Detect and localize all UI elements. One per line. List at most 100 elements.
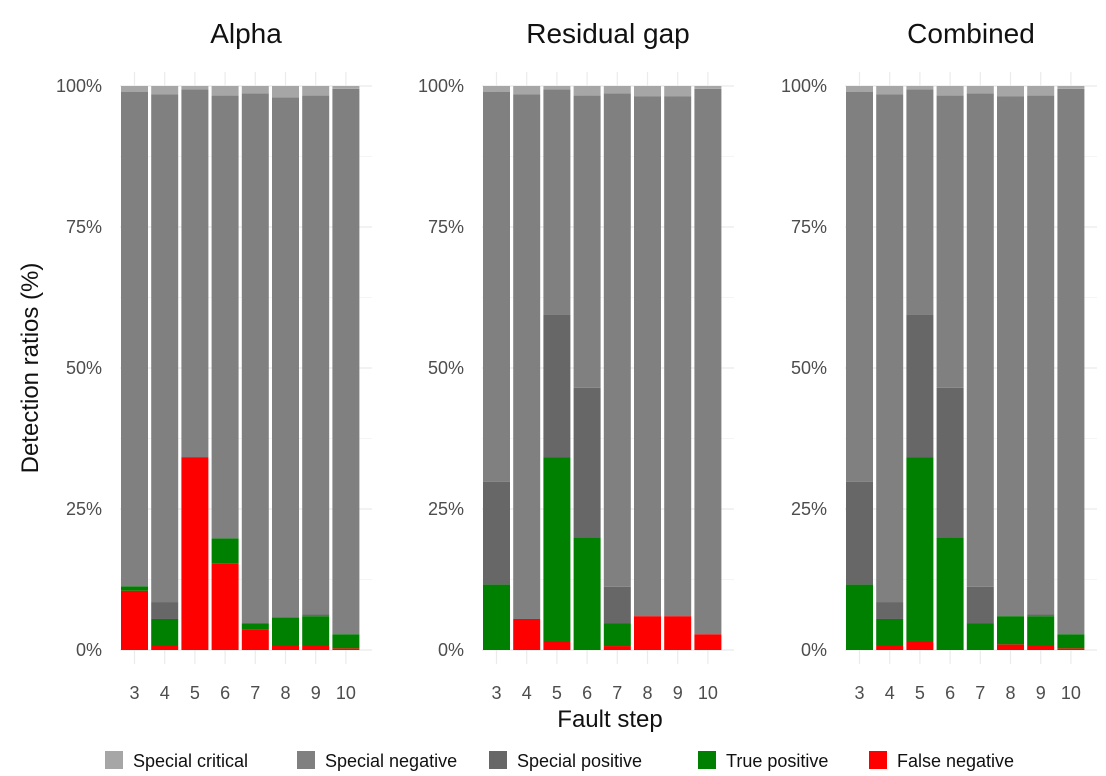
bar-segment-false-negative [906, 640, 934, 650]
bar-segment-true-positive [302, 616, 330, 646]
bar-segment-false-negative [121, 590, 148, 650]
x-tick-label: 5 [190, 683, 200, 703]
legend-item: False negative [869, 751, 1014, 771]
bar-segment-false-negative [603, 646, 631, 650]
bar-segment-special-negative [1057, 88, 1085, 635]
bar-segment-special-negative [513, 94, 541, 619]
legend-swatch [297, 751, 315, 769]
bar-segment-true-positive [936, 537, 964, 650]
bar-segment-special-critical [603, 86, 631, 94]
bar-segment-false-negative [876, 645, 904, 650]
y-tick-label: 50% [66, 358, 102, 378]
bar-segment-true-positive [241, 623, 269, 630]
x-tick-label: 4 [160, 683, 170, 703]
legend-item: True positive [698, 751, 828, 771]
x-tick-label: 3 [491, 683, 501, 703]
legend-item: Special critical [105, 751, 248, 771]
x-tick-label: 10 [1061, 683, 1081, 703]
bar-segment-special-positive [906, 314, 934, 458]
bar-segment-special-critical [694, 86, 722, 89]
bar-segment-special-negative [121, 91, 148, 587]
bar-segment-false-negative [211, 563, 239, 650]
x-tick-label: 3 [129, 683, 139, 703]
bar-segment-special-positive [483, 481, 510, 585]
bar-segment-special-negative [302, 95, 330, 615]
bar-segment-special-negative [997, 96, 1024, 617]
bar-segment-false-negative [302, 645, 330, 650]
bar-segment-special-negative [966, 93, 994, 587]
bar-segment-true-positive [1027, 616, 1055, 646]
facet-title: Alpha [210, 18, 282, 49]
bar-segment-special-critical [211, 86, 239, 96]
y-tick-label: 50% [791, 358, 827, 378]
bar-segment-special-negative [603, 93, 631, 587]
bar-segment-special-critical [664, 86, 692, 97]
bar-segment-special-critical [573, 86, 601, 96]
bar-segment-special-negative [483, 91, 510, 482]
bar-segment-special-positive [846, 481, 873, 585]
bar-segment-special-critical [846, 86, 873, 92]
bar-segment-special-negative [906, 89, 934, 315]
x-tick-label: 8 [1005, 683, 1015, 703]
bar-segment-special-critical [181, 86, 209, 90]
bar-segment-special-critical [241, 86, 269, 94]
legend-swatch [489, 751, 507, 769]
panel-alpha: 0% 25% 50% 75% 100% 3 4 5 6 7 8 9 10 Alpha [56, 18, 372, 703]
legend-swatch [105, 751, 123, 769]
bar-segment-special-critical [302, 86, 330, 96]
bar-segment-true-positive [573, 537, 601, 650]
bar-segment-special-critical [634, 86, 661, 97]
bar-segment-special-negative [181, 89, 209, 458]
x-tick-label: 9 [1036, 683, 1046, 703]
panel-bars [483, 86, 722, 650]
legend-item: Special negative [297, 751, 457, 771]
bar-segment-special-critical [151, 86, 179, 95]
x-tick-label: 4 [522, 683, 532, 703]
bar-segment-special-positive [936, 387, 964, 538]
bar-segment-special-critical [936, 86, 964, 96]
bar-segment-true-positive [1057, 634, 1085, 649]
bar-segment-true-positive [332, 634, 360, 649]
bar-segment-special-critical [332, 86, 360, 89]
bar-segment-false-negative [181, 457, 209, 650]
bar-segment-special-negative [1027, 95, 1055, 615]
bar-segment-special-negative [876, 94, 904, 603]
y-tick-label: 75% [791, 217, 827, 237]
bar-segment-special-negative [573, 95, 601, 388]
legend: Special critical Special negative Special … [105, 751, 1014, 771]
bar-segment-true-positive [543, 457, 571, 641]
bar-segment-special-critical [876, 86, 904, 95]
bar-segment-special-positive [543, 314, 571, 458]
bar-segment-special-positive [1027, 614, 1055, 617]
bar-segment-special-negative [543, 89, 571, 315]
facet-title: Combined [907, 18, 1035, 49]
y-tick-label: 0% [801, 640, 827, 660]
panel-bars [121, 86, 360, 650]
y-axis-title: Detection ratios (%) [17, 263, 44, 474]
bar-segment-false-negative [1027, 645, 1055, 650]
legend-label: False negative [897, 751, 1014, 771]
bar-segment-true-positive [272, 617, 299, 646]
bar-segment-true-positive [966, 623, 994, 650]
bar-segment-true-positive [121, 586, 148, 591]
bar-segment-special-negative [664, 96, 692, 617]
x-tick-label: 6 [220, 683, 230, 703]
bar-segment-special-positive [966, 586, 994, 624]
bar-segment-special-negative [272, 97, 299, 618]
y-tick-label: 0% [438, 640, 464, 660]
bar-segment-true-positive [603, 623, 631, 647]
panel-residual-gap: 0% 25% 50% 75% 100% 3 4 5 6 7 8 9 10 Residual gap [418, 18, 734, 703]
x-tick-label: 7 [975, 683, 985, 703]
bar-segment-true-positive [211, 538, 239, 564]
x-tick-label: 9 [311, 683, 321, 703]
bar-segment-false-negative [513, 618, 541, 650]
x-tick-label: 9 [673, 683, 683, 703]
bar-segment-special-negative [241, 93, 269, 624]
bar-segment-special-negative [634, 96, 661, 617]
y-tick-label: 25% [66, 499, 102, 519]
bar-segment-special-positive [573, 387, 601, 538]
bar-segment-true-positive [151, 618, 179, 646]
bar-segment-special-negative [936, 95, 964, 388]
bar-segment-true-positive [483, 584, 510, 650]
